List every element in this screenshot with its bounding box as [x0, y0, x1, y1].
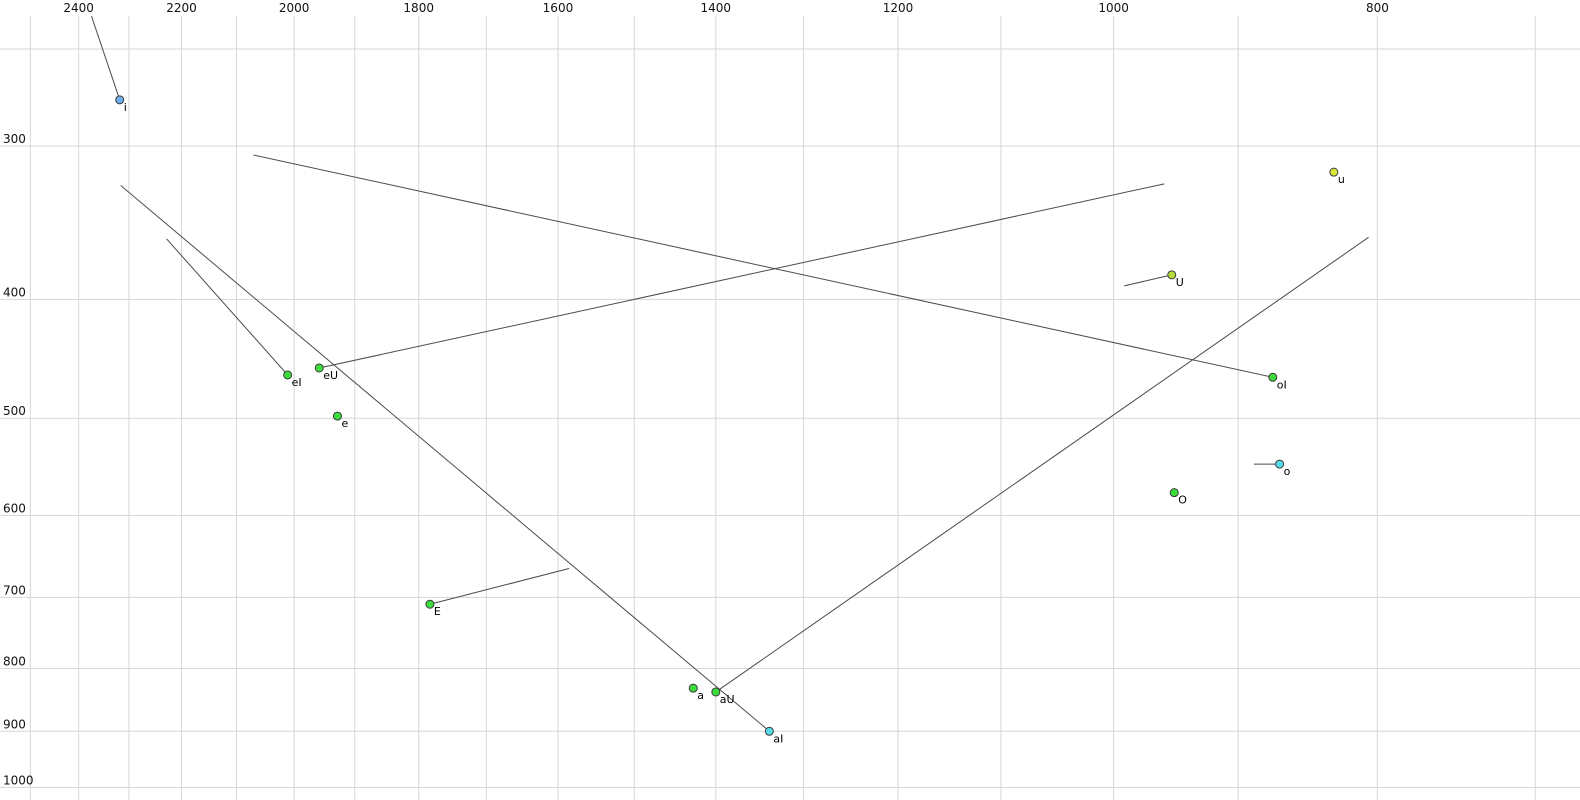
vowel-label-U: U — [1176, 276, 1184, 289]
vowel-point-o[interactable] — [1275, 459, 1285, 469]
y-axis-tick-label: 500 — [3, 404, 26, 418]
x-axis-tick-label: 1400 — [701, 1, 732, 15]
vowel-label-aU: aU — [720, 693, 735, 706]
y-axis-tick-label: 700 — [3, 583, 26, 597]
y-axis-tick-label: 400 — [3, 285, 26, 299]
x-axis-tick-label: 1000 — [1098, 1, 1129, 15]
vowel-label-O: O — [1178, 494, 1187, 507]
vowel-point-aU[interactable] — [711, 687, 721, 697]
vowel-label-oI: oI — [1277, 378, 1287, 391]
vowel-point-a[interactable] — [688, 683, 698, 693]
x-axis-tick-label: 2200 — [166, 1, 197, 15]
vowel-point-U[interactable] — [1167, 270, 1177, 280]
vowel-point-eU[interactable] — [314, 363, 324, 373]
vowel-label-a: a — [697, 689, 704, 702]
y-axis-tick-label: 1000 — [3, 773, 34, 787]
y-axis-tick-label: 800 — [3, 655, 26, 669]
x-axis-tick-label: 800 — [1366, 1, 1389, 15]
vowel-point-u[interactable] — [1329, 167, 1339, 177]
x-axis-tick-label: 2000 — [279, 1, 310, 15]
vowel-label-eU: eU — [323, 369, 338, 382]
x-axis-tick-label: 2400 — [63, 1, 94, 15]
trajectory-line-U — [1124, 274, 1172, 287]
y-axis-tick-label: 600 — [3, 501, 26, 515]
vowel-label-aI: aI — [773, 732, 783, 745]
x-axis-tick-label: 1800 — [403, 1, 434, 15]
vowel-point-O[interactable] — [1169, 488, 1179, 498]
trajectory-line-i — [91, 15, 121, 100]
vowel-point-oI[interactable] — [1268, 372, 1278, 382]
vowel-label-eI: eI — [292, 376, 302, 389]
vowel-label-E: E — [434, 605, 441, 618]
y-axis-tick-label: 300 — [3, 132, 26, 146]
vowel-label-o: o — [1284, 465, 1291, 478]
vowel-point-eI[interactable] — [283, 370, 293, 380]
vowel-label-e: e — [341, 417, 348, 430]
x-axis-tick-label: 1200 — [883, 1, 914, 15]
trajectory-line-eU — [319, 183, 1165, 369]
x-axis-tick-label: 1600 — [543, 1, 574, 15]
vowel-label-u: u — [1338, 173, 1345, 186]
trajectory-line-E — [429, 568, 570, 605]
trajectory-line-aI — [120, 185, 770, 732]
vowel-point-aI[interactable] — [764, 726, 774, 736]
vowel-label-i: i — [124, 101, 127, 114]
trajectory-line-aU — [715, 236, 1369, 693]
y-axis-tick-label: 900 — [3, 717, 26, 731]
trajectory-line-eI — [166, 238, 289, 376]
vowel-point-E[interactable] — [425, 599, 435, 609]
vowel-point-e[interactable] — [332, 411, 342, 421]
trajectory-line-oI — [253, 154, 1273, 378]
vowel-point-i[interactable] — [115, 95, 125, 105]
